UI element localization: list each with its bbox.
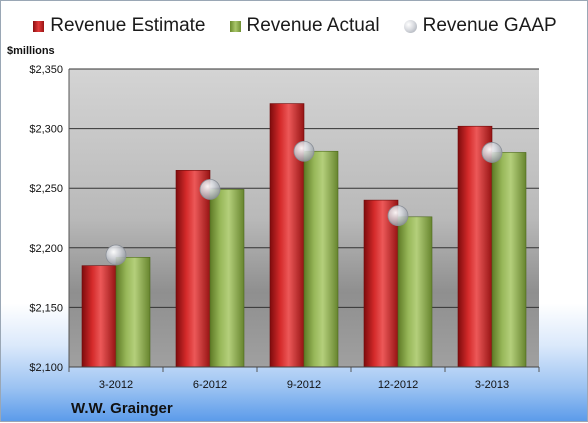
marker-revenue-gaap (481, 142, 503, 163)
marker-revenue-gaap (105, 244, 127, 266)
legend-swatch-estimate (33, 20, 45, 32)
y-tick-label: $2,300 (29, 124, 63, 136)
x-tick-label: 6-2012 (193, 379, 227, 391)
bar-revenue-actual (115, 257, 151, 368)
y-tick-label: $2,200 (29, 243, 63, 255)
marker-revenue-gaap (293, 140, 315, 162)
x-tick-label: 3-2012 (99, 379, 133, 391)
legend: Revenue Estimate Revenue Actual Revenue … (1, 15, 588, 37)
legend-label-estimate: Revenue Estimate (50, 15, 206, 36)
bar-revenue-estimate (175, 170, 211, 368)
axis-ticks: $2,100 $2,150 $2,200 $2,250 $2,300 $2,350 3-20… (29, 64, 540, 391)
y-tick-label: $2,250 (29, 183, 63, 195)
y-tick-label: $2,100 (29, 362, 63, 374)
marker-revenue-gaap (199, 178, 221, 200)
x-tick-label: 9-2012 (287, 379, 321, 391)
bar-revenue-actual (303, 150, 339, 368)
legend-label-actual: Revenue Actual (246, 15, 380, 36)
y-axis-units-label: $millions (7, 45, 55, 57)
bar-revenue-estimate (457, 125, 493, 368)
bar-revenue-actual (397, 216, 433, 368)
bars (81, 103, 527, 368)
marker-revenue-gaap (387, 205, 409, 227)
gaap-markers (105, 140, 503, 266)
bar-revenue-actual (209, 189, 245, 368)
company-label: W.W. Grainger (71, 400, 173, 417)
bar-revenue-estimate (81, 265, 117, 368)
y-tick-label: $2,350 (29, 64, 63, 76)
legend-item-gaap: Revenue GAAP (403, 15, 557, 37)
legend-label-gaap: Revenue GAAP (422, 15, 557, 36)
legend-swatch-actual (229, 20, 241, 32)
legend-swatch-gaap (403, 19, 417, 33)
x-tick-label: 3-2013 (475, 379, 509, 391)
x-tick-label: 12-2012 (378, 379, 418, 391)
bar-revenue-estimate (363, 199, 399, 368)
bar-revenue-actual (491, 152, 527, 368)
legend-item-estimate: Revenue Estimate (33, 15, 206, 37)
y-tick-label: $2,150 (29, 302, 63, 314)
legend-item-actual: Revenue Actual (229, 15, 380, 37)
